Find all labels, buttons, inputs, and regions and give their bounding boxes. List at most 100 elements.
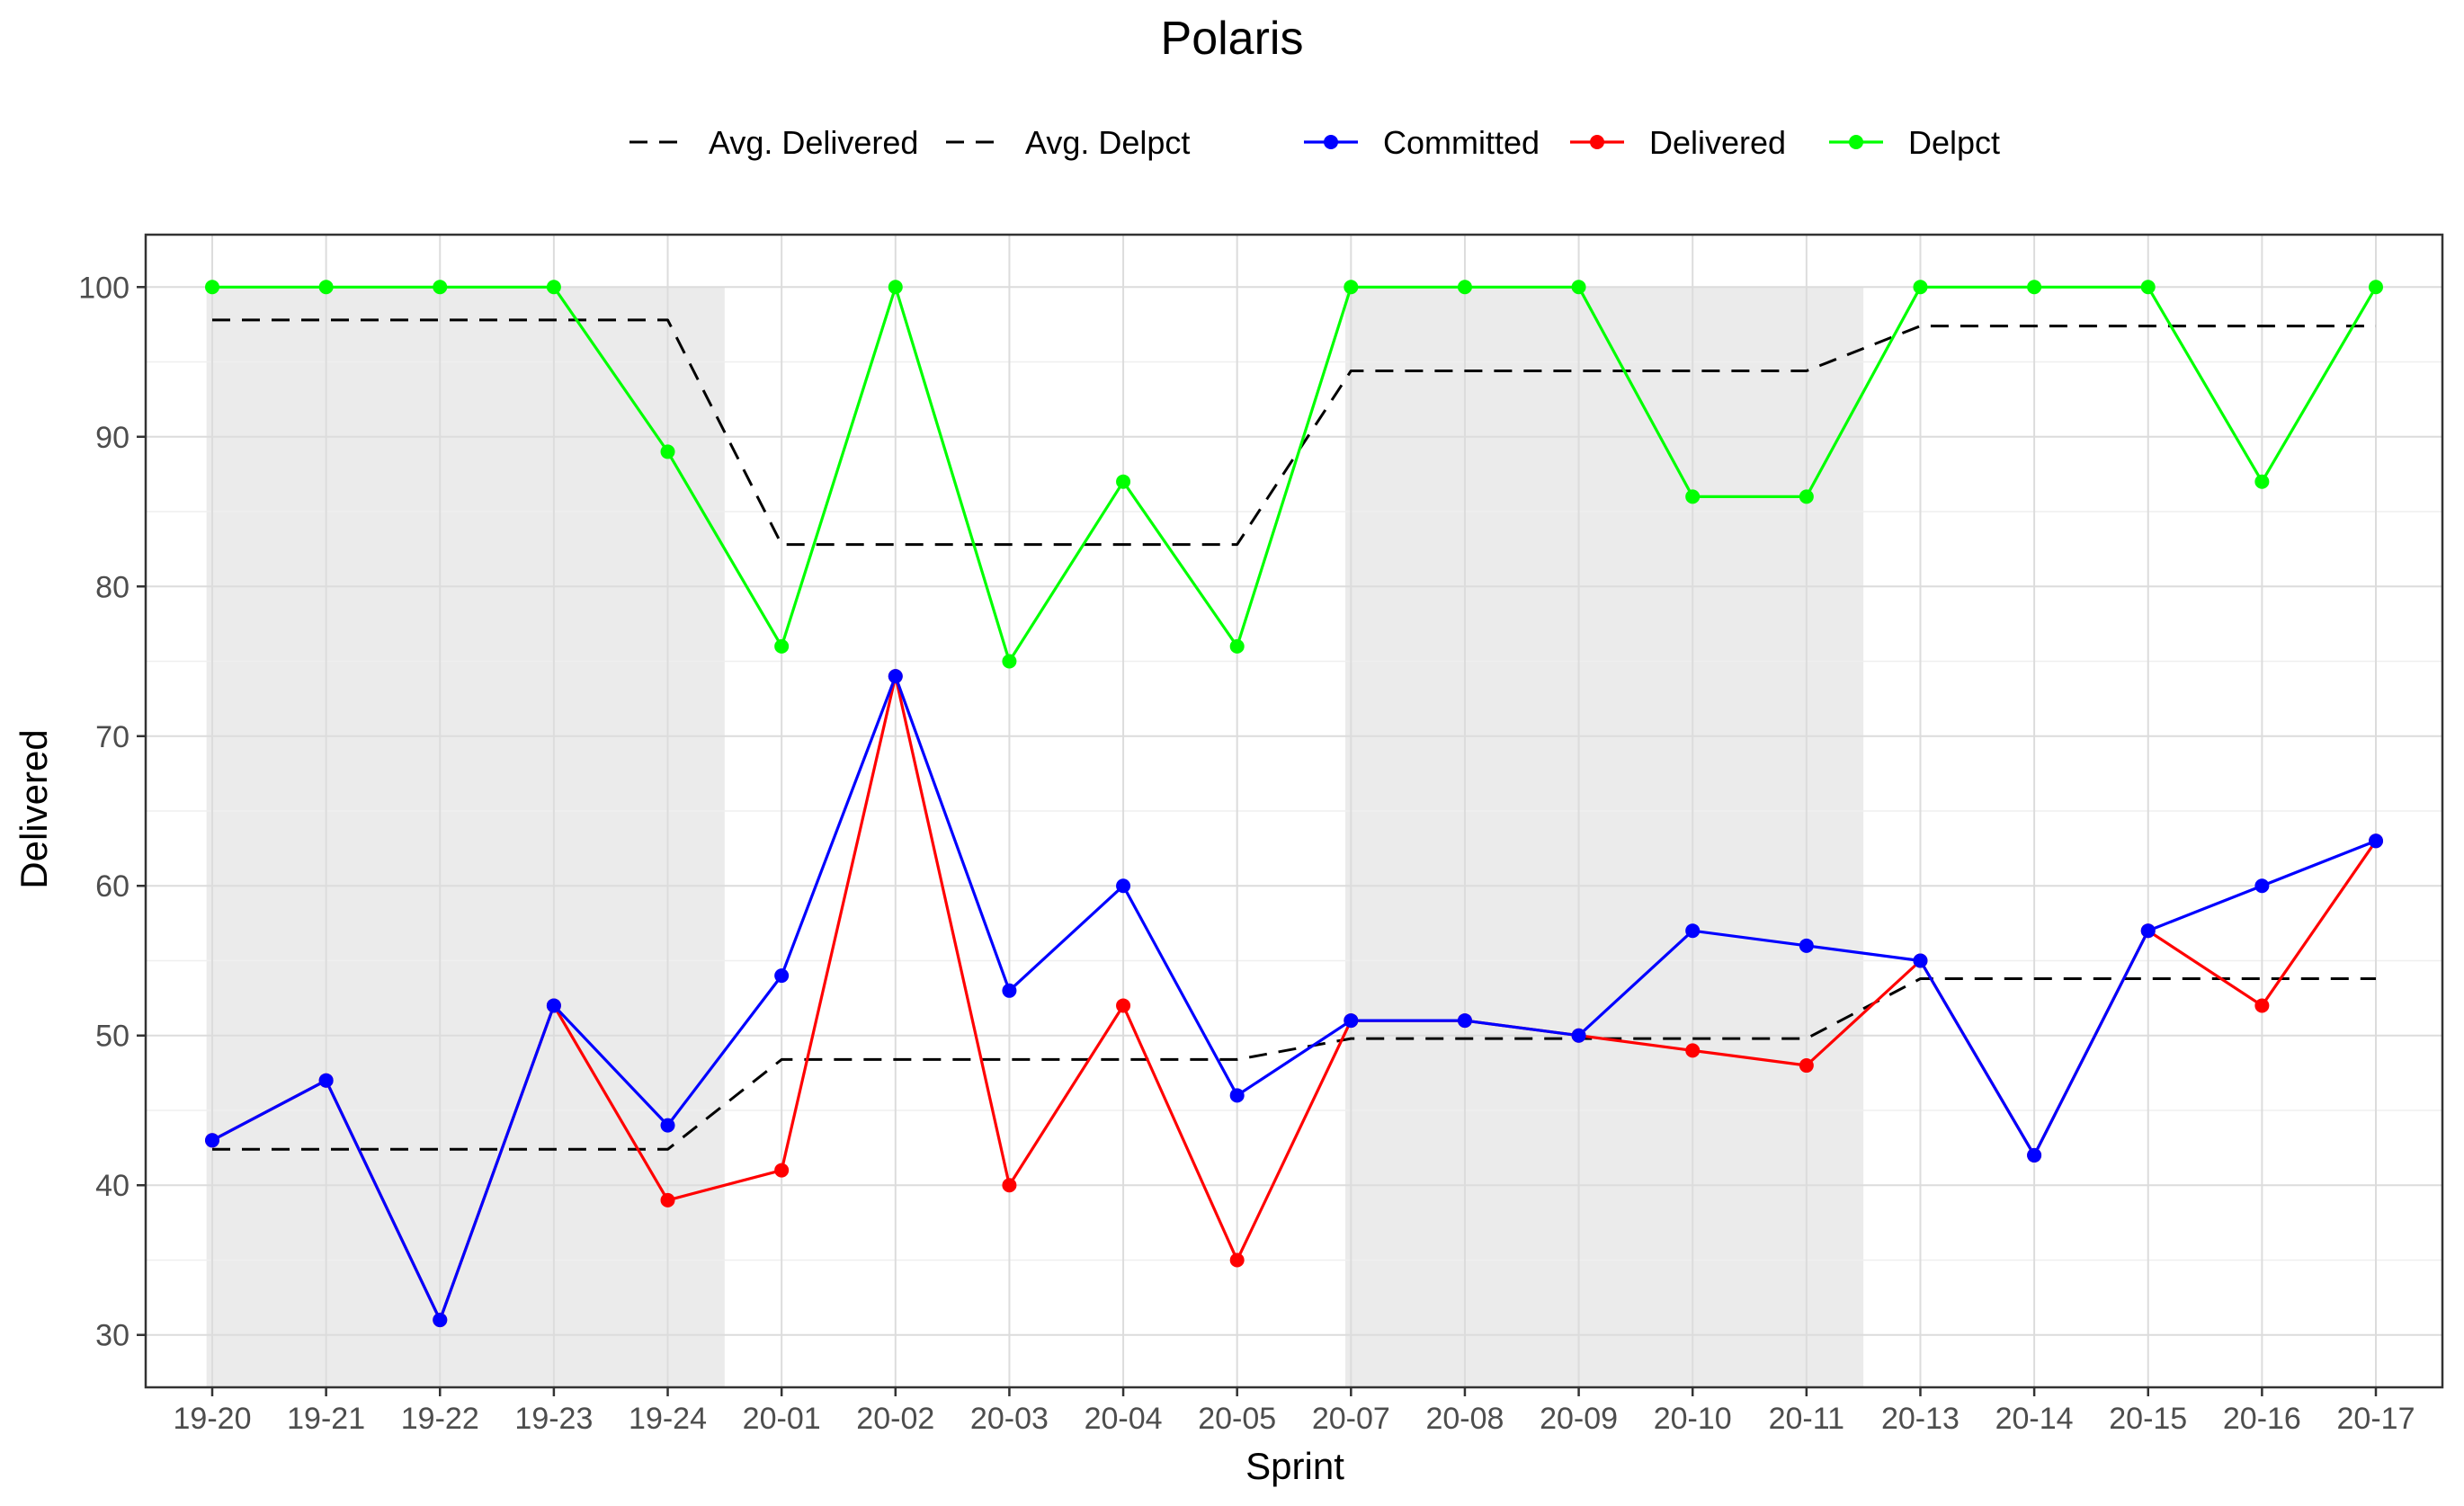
x-tick-label: 20-02 <box>856 1402 934 1436</box>
y-tick-label: 30 <box>95 1319 129 1353</box>
data-point-committed <box>888 669 903 684</box>
data-point-delpct <box>1913 280 1928 295</box>
data-point-delpct <box>2140 280 2156 295</box>
data-point-committed <box>1457 1013 1472 1029</box>
y-tick-label: 80 <box>95 570 129 604</box>
data-point-committed <box>774 968 790 984</box>
data-point-committed <box>2254 878 2270 894</box>
data-point-delivered <box>1116 998 1131 1013</box>
x-tick-label: 20-04 <box>1085 1402 1163 1436</box>
x-tick-label: 19-20 <box>174 1402 252 1436</box>
x-tick-label: 20-11 <box>1769 1402 1844 1436</box>
x-tick-label: 20-10 <box>1654 1402 1732 1436</box>
data-point-delpct <box>2027 280 2042 295</box>
data-point-committed <box>1229 1088 1245 1103</box>
legend-key-point <box>1590 135 1604 149</box>
data-point-delpct <box>546 280 561 295</box>
x-tick-label: 20-13 <box>1881 1402 1960 1436</box>
legend-label: Delivered <box>1649 124 1786 161</box>
data-point-delpct <box>1457 280 1472 295</box>
data-point-delpct <box>1571 280 1586 295</box>
x-tick-label: 19-23 <box>514 1402 593 1436</box>
legend-label: Committed <box>1383 124 1540 161</box>
data-point-delpct <box>205 280 219 295</box>
x-tick-label: 20-16 <box>2223 1402 2301 1436</box>
data-point-delpct <box>1116 474 1131 489</box>
data-point-committed <box>1799 938 1814 953</box>
data-point-delpct <box>660 444 675 459</box>
grid <box>146 235 2442 1387</box>
legend-label: Avg. Delpct <box>1025 124 1190 161</box>
series-lines <box>211 285 2378 1322</box>
legend-key-point <box>1324 135 1338 149</box>
panel-border <box>144 233 2444 1389</box>
x-tick-label: 19-21 <box>287 1402 365 1436</box>
y-tick-label: 50 <box>95 1020 129 1054</box>
data-point-delpct <box>1002 654 1017 669</box>
data-point-delpct <box>1799 489 1814 504</box>
data-point-delpct <box>433 280 448 295</box>
data-point-committed <box>2027 1147 2042 1163</box>
y-tick-label: 90 <box>95 421 129 455</box>
data-point-committed <box>318 1073 334 1088</box>
y-tick-label: 40 <box>95 1169 129 1203</box>
x-tick-label: 19-24 <box>629 1402 707 1436</box>
series-line-avg-delpct <box>212 318 2376 547</box>
x-tick-label: 20-15 <box>2109 1402 2187 1436</box>
x-tick-label: 20-07 <box>1312 1402 1390 1436</box>
data-point-committed <box>2369 833 2383 849</box>
data-point-committed <box>433 1313 448 1328</box>
data-point-delivered <box>1799 1058 1814 1074</box>
data-point-delivered <box>1229 1252 1245 1268</box>
data-point-delpct <box>1344 280 1359 295</box>
x-tick-label: 20-08 <box>1425 1402 1504 1436</box>
x-tick-label: 20-14 <box>1995 1402 2074 1436</box>
axes: 30 40 50 60 70 80 90 100 19-20 19-21 19-22 19-23 19-… <box>78 271 2415 1436</box>
data-point-committed <box>1685 923 1701 939</box>
data-point-delpct <box>1685 489 1701 504</box>
data-point-delpct <box>774 638 790 654</box>
y-tick-label: 70 <box>95 720 129 754</box>
data-point-committed <box>1913 953 1928 968</box>
data-point-delivered <box>660 1192 675 1207</box>
y-tick-label: 100 <box>78 271 129 305</box>
plot-border <box>144 233 2444 1389</box>
x-tick-label: 20-01 <box>743 1402 821 1436</box>
legend-key-point <box>1849 135 1863 149</box>
series-line-avg-delivered <box>212 977 2376 1151</box>
shaded-region-1 <box>206 287 725 1388</box>
data-point-delpct <box>1229 638 1245 654</box>
shaded-regions <box>206 287 1864 1388</box>
data-point-committed <box>1002 983 1017 998</box>
legend: Avg. Delivered Avg. Delpct Committed Delive… <box>629 124 2000 161</box>
x-tick-label: 20-09 <box>1540 1402 1618 1436</box>
data-point-committed <box>1571 1028 1586 1043</box>
legend-label: Avg. Delivered <box>709 124 918 161</box>
data-point-delivered <box>1685 1043 1701 1058</box>
series-line-delpct <box>212 285 2378 664</box>
series-points <box>205 280 2383 1328</box>
data-point-committed <box>205 1133 219 1148</box>
data-point-committed <box>1344 1013 1359 1029</box>
data-point-delivered <box>774 1163 790 1178</box>
legend-label: Delpct <box>1908 124 2000 161</box>
data-point-delpct <box>888 280 903 295</box>
x-axis-title: Sprint <box>1245 1445 1344 1487</box>
data-point-delpct <box>318 280 334 295</box>
x-tick-label: 20-17 <box>2337 1402 2415 1436</box>
data-point-committed <box>2140 923 2156 939</box>
data-point-delivered <box>1002 1178 1017 1193</box>
x-tick-label: 19-22 <box>401 1402 479 1436</box>
x-tick-label: 20-05 <box>1198 1402 1276 1436</box>
data-point-delivered <box>2254 998 2270 1013</box>
data-point-committed <box>660 1118 675 1133</box>
shaded-region-2 <box>1344 287 1864 1388</box>
chart-title: Polaris <box>1161 13 1304 65</box>
series-line-committed <box>211 674 2377 1322</box>
data-point-committed <box>1116 878 1131 894</box>
data-point-committed <box>546 998 561 1013</box>
data-point-delpct <box>2369 280 2383 295</box>
y-tick-label: 60 <box>95 869 129 904</box>
y-axis-title: Delivered <box>13 729 55 888</box>
